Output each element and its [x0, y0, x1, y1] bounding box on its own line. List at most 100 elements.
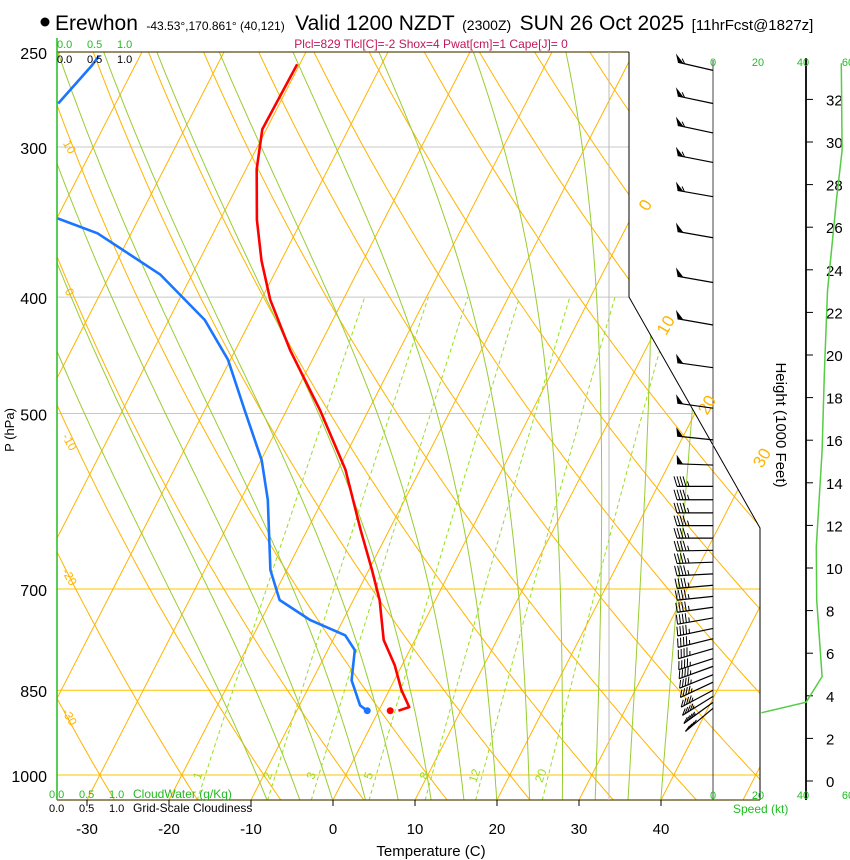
height-tick-label: 12 — [826, 518, 843, 535]
mixing-ratio-line — [267, 296, 429, 800]
isotherm-line — [57, 52, 318, 800]
moist-adiabat-line — [57, 52, 367, 800]
barb-full — [678, 614, 681, 624]
barb-pennant — [675, 181, 684, 192]
wind-barb — [676, 454, 714, 466]
barb-full — [673, 515, 678, 526]
wind-barb — [680, 689, 714, 708]
cloudwater-tick-top: 0.5 — [87, 39, 102, 51]
barb-half — [691, 697, 694, 702]
valid-time: Valid 1200 NZDT — [295, 12, 455, 35]
moist-adiabat-line — [627, 52, 653, 800]
barb-full — [684, 601, 687, 612]
wind-barb — [678, 665, 714, 680]
dewpoint-line-upper — [57, 55, 100, 105]
barb-full — [687, 705, 691, 713]
barb-full — [673, 540, 678, 552]
barb-shaft — [677, 275, 714, 284]
barb-full — [674, 590, 678, 601]
mixing-ratio-label: 8 — [417, 770, 433, 781]
isotherm-line — [57, 52, 154, 800]
barb-full — [682, 625, 685, 635]
barb-full — [679, 502, 684, 514]
isotherm-label: 20 — [694, 392, 720, 418]
axis-labels: 1 2 3 5 8 12 20-30 -20 -10 0 10 20 30 402503004005007… — [11, 39, 850, 838]
barb-full — [681, 601, 684, 612]
barb-pennant — [676, 427, 684, 437]
barb-full — [683, 716, 688, 724]
barb-full — [682, 708, 686, 716]
moist-adiabat-line — [57, 52, 268, 800]
wind-barb — [675, 309, 714, 326]
barb-full — [689, 721, 695, 728]
barb-full — [676, 626, 679, 636]
moist-adiabat-line — [57, 52, 334, 800]
dry-adiabat-line — [57, 52, 199, 800]
barb-full — [682, 553, 687, 564]
wind-barb — [673, 476, 713, 487]
cloudiness-label: Grid-Scale Cloudiness — [133, 801, 252, 815]
wind-barb — [683, 701, 714, 725]
moist-adiabat-line — [95, 52, 399, 800]
isotherm-line — [168, 52, 564, 800]
temperature-tick-label: -20 — [158, 821, 180, 838]
height-tick-label: 32 — [826, 92, 843, 109]
dry-adiabat-line — [57, 52, 282, 800]
wind-barb — [673, 502, 713, 514]
header-line: Erewhon -43.53°,170.861° (40,121) Valid … — [55, 12, 813, 35]
wind-barb — [673, 489, 713, 501]
barb-half — [687, 557, 690, 564]
pressure-tick-label: 500 — [20, 407, 47, 424]
barb-shaft — [677, 61, 714, 71]
barb-full — [673, 553, 678, 564]
pressure-tick-label: 1000 — [11, 769, 47, 786]
barb-full — [686, 696, 690, 705]
barb-half — [687, 520, 690, 526]
isotherm-line — [57, 52, 400, 800]
barb-full — [677, 590, 681, 600]
barb-full — [681, 613, 684, 624]
barb-shaft — [680, 689, 714, 708]
sounding-profiles — [57, 55, 411, 715]
barb-full — [687, 667, 689, 676]
height-tick-label: 28 — [826, 178, 843, 195]
barb-half — [687, 494, 690, 500]
barb-full — [682, 489, 687, 500]
barb-full — [677, 565, 681, 576]
barb-full — [682, 688, 686, 697]
barb-full — [678, 602, 681, 612]
barb-full — [680, 589, 684, 600]
barb-half — [692, 705, 695, 710]
mixing-ratio-line — [196, 296, 366, 800]
station-dot-icon — [40, 17, 50, 27]
mixing-ratio-label: 2 — [260, 770, 276, 781]
barb-full — [683, 565, 687, 576]
barb-shaft — [677, 189, 714, 198]
barb-full — [680, 699, 684, 708]
barb-shaft — [677, 435, 714, 441]
cloudiness-tick-bottom: 1.0 — [109, 803, 124, 815]
barb-shaft — [677, 617, 714, 625]
temperature-line — [255, 63, 411, 712]
barb-full — [691, 719, 697, 726]
barb-full — [679, 553, 684, 564]
barb-pennant — [676, 394, 684, 405]
mixing-ratio-label: 12 — [466, 767, 484, 785]
height-tick-label: 2 — [826, 731, 834, 748]
wind-barb — [679, 674, 714, 689]
cloudiness-tick-top: 1.0 — [117, 54, 132, 66]
barb-full — [676, 527, 681, 539]
speed-tick-label-bottom: 20 — [752, 790, 764, 802]
wind-barb — [676, 624, 714, 637]
barb-full — [675, 614, 679, 625]
barb-full — [688, 685, 691, 694]
dry-adiabat-line — [357, 52, 760, 800]
wind-barb — [675, 613, 714, 625]
dry-adiabat-label: -20 — [59, 566, 80, 588]
barb-full — [676, 489, 681, 500]
speed-tick-label-top: 40 — [797, 57, 809, 69]
barb-half — [681, 151, 685, 158]
cloudwater-tick-bottom: 0.5 — [79, 789, 94, 801]
station-coords: -43.53°,170.861° (40,121) — [146, 19, 284, 33]
dewpoint-line — [57, 217, 368, 712]
